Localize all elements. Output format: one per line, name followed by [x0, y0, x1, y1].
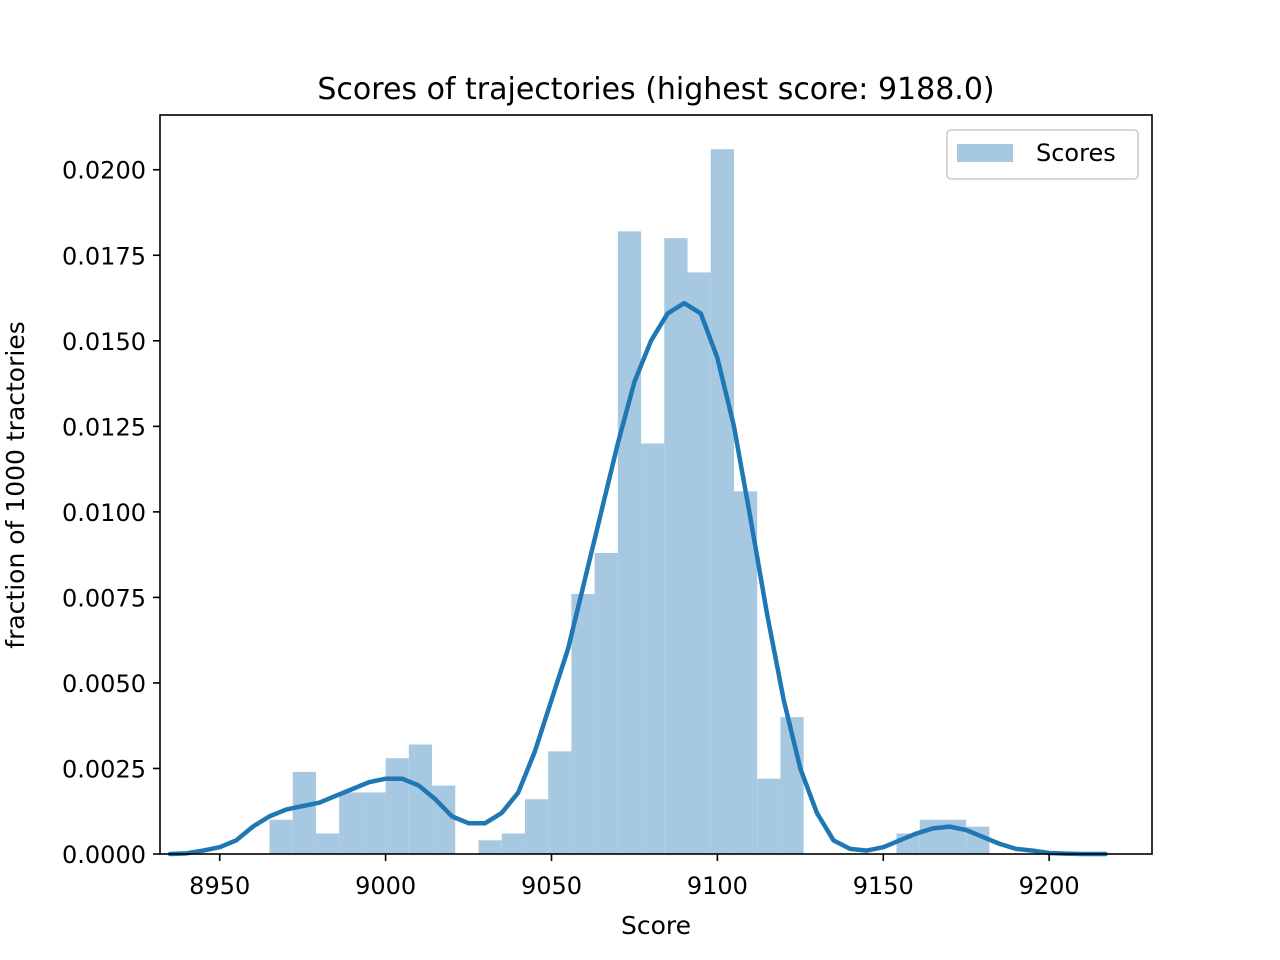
- y-tick-label: 0.0175: [62, 242, 146, 270]
- y-tick-label: 0.0075: [62, 584, 146, 612]
- histogram-bar: [478, 840, 502, 854]
- histogram-bar: [385, 758, 409, 854]
- histogram-bar: [919, 819, 943, 854]
- legend: Scores: [946, 129, 1139, 180]
- histogram-bar: [757, 778, 781, 854]
- x-tick-label: 9100: [687, 872, 748, 900]
- x-axis-ticks: 8950 9000 9050 9100 9150 9200: [189, 854, 1080, 900]
- y-axis-ticks: 0.0000 0.0025 0.0050 0.0075 0.0100 0.0125 0.01…: [62, 157, 160, 869]
- y-axis-label: fraction of 1000 tractories: [1, 321, 30, 648]
- y-tick-label: 0.0100: [62, 499, 146, 527]
- histogram-bar: [641, 443, 665, 854]
- chart-title: Scores of trajectories (highest score: 9…: [317, 72, 994, 107]
- y-tick-label: 0.0000: [62, 841, 146, 869]
- y-tick-label: 0.0050: [62, 670, 146, 698]
- x-tick-label: 9050: [521, 872, 582, 900]
- histogram-bar: [524, 799, 549, 854]
- y-tick-label: 0.0025: [62, 755, 146, 783]
- x-tick-label: 9000: [355, 872, 416, 900]
- x-tick-label: 8950: [189, 872, 250, 900]
- y-tick-label: 0.0200: [62, 157, 146, 185]
- kde-curve: [167, 300, 1108, 857]
- histogram-bar: [432, 785, 456, 854]
- y-tick-label: 0.0150: [62, 328, 146, 356]
- histogram-bar: [362, 792, 386, 854]
- histogram-bar: [408, 744, 433, 854]
- histogram-bar: [501, 833, 525, 854]
- plot-frame: [159, 114, 1153, 855]
- legend-swatch: [957, 144, 1013, 162]
- y-tick-label: 0.0125: [62, 413, 146, 441]
- histogram-bar: [617, 231, 642, 854]
- legend-box: [946, 129, 1139, 180]
- histogram-bar: [664, 238, 688, 854]
- x-tick-label: 9200: [1019, 872, 1080, 900]
- histogram-bar: [269, 819, 293, 854]
- legend-entry-scores: Scores: [1036, 139, 1116, 167]
- x-tick-label: 9150: [853, 872, 914, 900]
- histogram-bar: [292, 771, 316, 854]
- histogram-bar: [571, 593, 595, 854]
- x-axis-label: Score: [621, 911, 691, 940]
- histogram-bar: [315, 833, 340, 854]
- histogram-bar: [687, 272, 711, 854]
- histogram-bar: [710, 149, 734, 855]
- histogram-bar: [594, 552, 618, 854]
- histogram-bar: [339, 792, 363, 854]
- histogram-bar: [733, 491, 758, 854]
- histogram-bar: [548, 751, 572, 854]
